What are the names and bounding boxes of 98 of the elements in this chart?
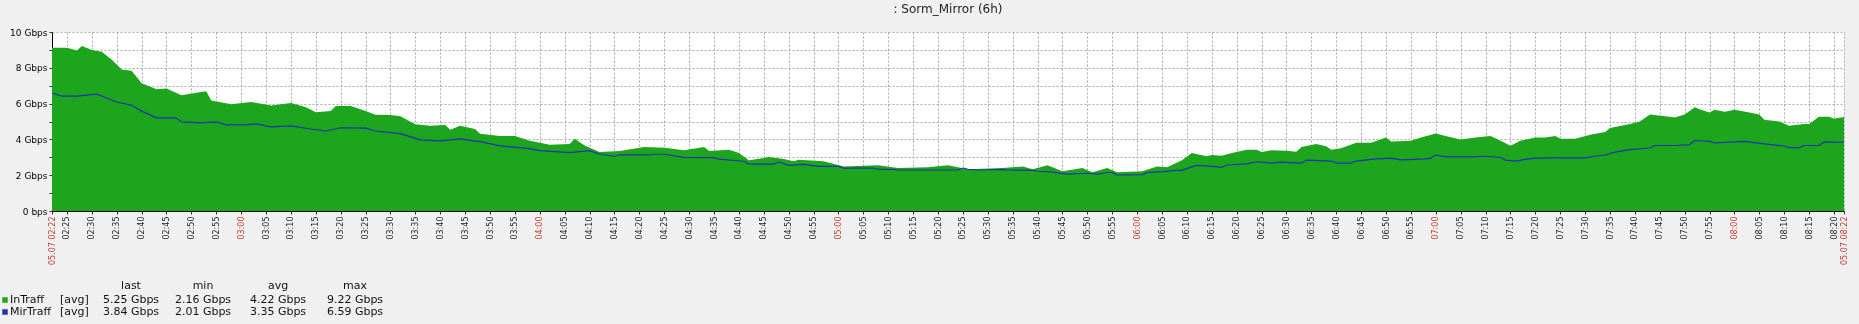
x-tick-label: 06:50 <box>1381 216 1391 240</box>
y-tick-label: 2 Gbps <box>15 170 48 181</box>
x-tick-label: 07:10 <box>1481 216 1491 240</box>
x-tick-label: 03:00 <box>236 216 246 240</box>
x-tick-label: 05:30 <box>983 216 993 240</box>
y-tick-label: 8 Gbps <box>15 63 48 74</box>
x-tick-label: 08:00 <box>1729 216 1739 240</box>
x-tick-label: 03:20 <box>336 216 346 240</box>
x-tick-label: 07:40 <box>1630 216 1640 240</box>
x-tick-label: 03:05 <box>261 216 271 240</box>
text: [avg] <box>60 305 89 318</box>
legend-label: MirTraff <box>10 305 52 318</box>
x-tick-label: 06:40 <box>1331 216 1341 240</box>
x-tick-label: 02:35 <box>112 216 122 240</box>
x-tick-label: 03:15 <box>311 216 321 240</box>
y-tick-label: 0 bps <box>22 206 48 217</box>
y-tick-label: 4 Gbps <box>15 134 48 145</box>
y-tick-label: 6 Gbps <box>15 99 48 110</box>
x-tick-label: 07:45 <box>1655 216 1665 240</box>
x-tick-label: 05:15 <box>908 216 918 240</box>
x-tick-label: 07:00 <box>1431 216 1441 240</box>
x-tick-label: 07:25 <box>1555 216 1565 240</box>
x-tick-label: 03:35 <box>410 216 420 240</box>
legend-label: InTraff <box>10 293 45 306</box>
x-tick-label: 04:45 <box>759 216 769 240</box>
x-tick-label: 04:15 <box>609 216 619 240</box>
x-tick-label: 06:30 <box>1281 216 1291 240</box>
text: avg <box>267 279 289 292</box>
x-tick-label: 04:50 <box>784 216 794 240</box>
text: last <box>121 279 142 292</box>
x-tick-label: 03:25 <box>361 216 371 240</box>
x-tick-label: 05:50 <box>1082 216 1092 240</box>
x-tick-label: 04:35 <box>709 216 719 240</box>
x-tick-label: 07:15 <box>1505 216 1515 240</box>
x-tick-label: 05:40 <box>1033 216 1043 240</box>
text: 3.35 Gbps <box>249 305 307 318</box>
x-tick-label: 03:40 <box>435 216 445 240</box>
x-tick-label: 02:40 <box>137 216 147 240</box>
text: 3.84 Gbps <box>102 305 160 318</box>
x-tick-label: 06:45 <box>1356 216 1366 240</box>
x-tick-label: 04:20 <box>634 216 644 240</box>
x-tick-label: 05:55 <box>1107 216 1117 240</box>
x-tick-label: 05:20 <box>933 216 943 240</box>
x-tick-label: 06:00 <box>1132 216 1142 240</box>
x-tick-label: 04:10 <box>585 216 595 240</box>
x-tick-label: 05.07 08:22 <box>1839 216 1849 265</box>
x-tick-label: 07:55 <box>1705 216 1715 240</box>
x-tick-label: 06:10 <box>1182 216 1192 240</box>
x-tick-label: 07:35 <box>1605 216 1615 240</box>
y-tick-label: 10 Gbps <box>10 27 48 38</box>
x-tick-label: 04:40 <box>734 216 744 240</box>
x-tick-label: 05:45 <box>1057 216 1067 240</box>
x-tick-label: 06:35 <box>1306 216 1316 240</box>
x-tick-label: 07:20 <box>1530 216 1540 240</box>
x-tick-label: 02:50 <box>186 216 196 240</box>
x-tick-label: 06:25 <box>1257 216 1267 240</box>
text: 4.22 Gbps <box>249 293 307 306</box>
x-tick-label: 07:30 <box>1580 216 1590 240</box>
text: [avg] <box>60 293 89 306</box>
x-tick-label: 07:50 <box>1680 216 1690 240</box>
text: 6.59 Gbps <box>326 305 384 318</box>
x-tick-label: 04:30 <box>684 216 694 240</box>
x-tick-label: 03:45 <box>460 216 470 240</box>
x-tick-label: 08:15 <box>1804 216 1814 240</box>
x-tick-label: 04:05 <box>560 216 570 240</box>
x-tick-label: 03:50 <box>485 216 495 240</box>
x-tick-label: 02:55 <box>211 216 221 240</box>
x-tick-label: 02:25 <box>62 216 72 240</box>
text: max <box>343 279 368 292</box>
x-tick-label: 05:05 <box>858 216 868 240</box>
text: 2.01 Gbps <box>174 305 232 318</box>
x-tick-label: 05:25 <box>958 216 968 240</box>
line-series <box>51 92 1845 176</box>
chart-title: : Sorm_Mirror (6h) <box>893 2 1003 16</box>
x-tick-label: 02:30 <box>87 216 97 240</box>
x-tick-label: 07:05 <box>1456 216 1466 240</box>
x-tick-label: 06:05 <box>1157 216 1167 240</box>
x-tick-label: 05:00 <box>833 216 843 240</box>
text: 2.16 Gbps <box>174 293 232 306</box>
text: 5.25 Gbps <box>102 293 160 306</box>
x-tick-label: 04:25 <box>659 216 669 240</box>
x-tick-label: 06:15 <box>1207 216 1217 240</box>
x-tick-label: 08:20 <box>1829 216 1839 240</box>
x-tick-label: 06:55 <box>1406 216 1416 240</box>
x-tick-label: 02:45 <box>161 216 171 240</box>
x-tick-label: 05:35 <box>1008 216 1018 240</box>
x-tick-label: 05:10 <box>883 216 893 240</box>
text: 9.22 Gbps <box>326 293 384 306</box>
x-tick-label: 05.07 02:22 <box>47 216 57 265</box>
x-tick-label: 03:30 <box>385 216 395 240</box>
x-tick-label: 06:20 <box>1232 216 1242 240</box>
x-tick-label: 04:55 <box>809 216 819 240</box>
x-tick-label: 04:00 <box>535 216 545 240</box>
x-tick-label: 03:55 <box>510 216 520 240</box>
x-tick-label: 08:05 <box>1754 216 1764 240</box>
text: min <box>192 279 214 292</box>
x-tick-label: 08:10 <box>1779 216 1789 240</box>
x-tick-label: 03:10 <box>286 216 296 240</box>
